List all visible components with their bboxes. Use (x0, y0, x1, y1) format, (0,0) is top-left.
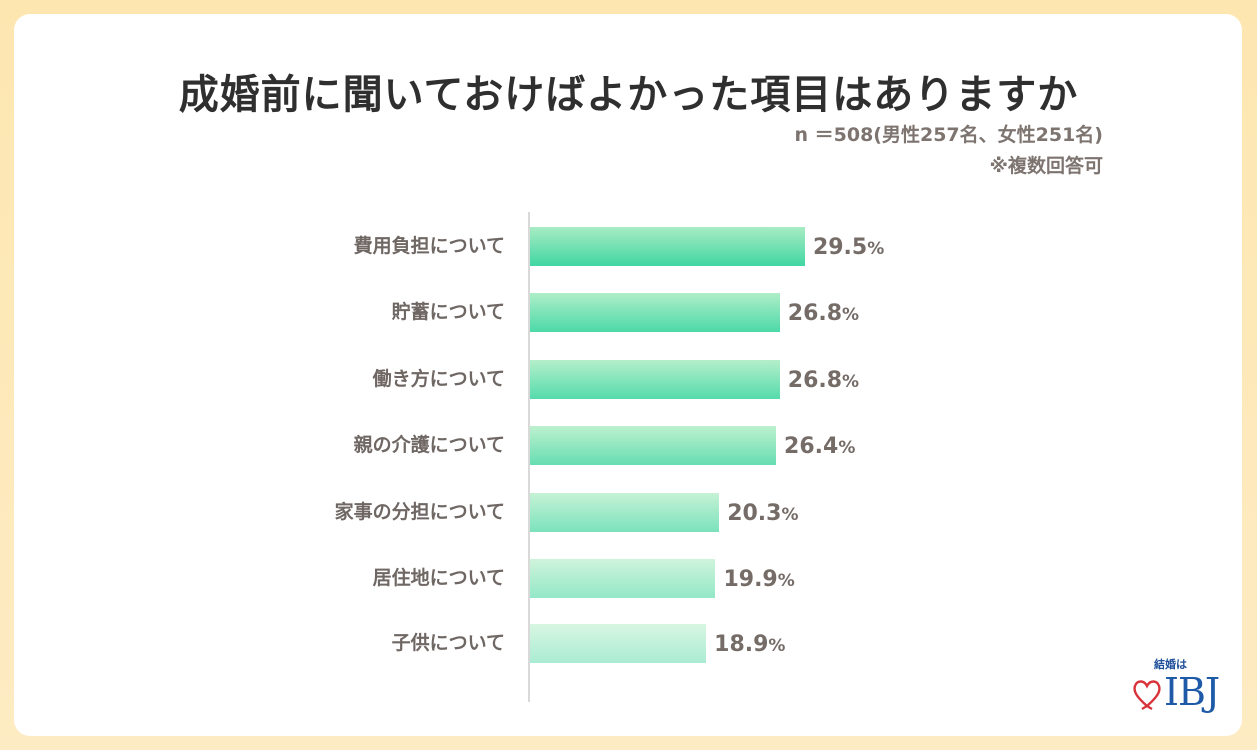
bar (530, 624, 707, 663)
value-unit: % (838, 438, 856, 458)
value-number: 18.9 (714, 632, 769, 657)
chart-title: 成婚前に聞いておけばよかった項目はありますか (178, 72, 1079, 118)
category-label: 子供について (391, 632, 505, 654)
category-label: 貯蓄について (391, 301, 505, 323)
category-label: 家事の分担について (334, 501, 505, 523)
category-label: 働き方について (372, 368, 505, 390)
value-unit: % (777, 571, 795, 591)
value-number: 19.9 (723, 567, 778, 592)
y-axis-line (528, 212, 530, 702)
bar (530, 227, 805, 266)
bar-row: 貯蓄について 26.8% (0, 293, 1257, 332)
bar-row: 子供について 18.9% (0, 624, 1257, 663)
value-number: 29.5 (812, 235, 868, 260)
bar-row: 親の介護について 26.4% (0, 426, 1257, 465)
logo-brand: IBJ (1164, 670, 1220, 714)
value-unit: % (867, 239, 885, 259)
bar-row: 働き方について 26.8% (0, 360, 1257, 399)
value-label: 26.8% (788, 293, 859, 332)
category-label: 親の介護について (353, 434, 505, 456)
category-label: 居住地について (372, 567, 505, 589)
multiple-answers-note: ※複数回答可 (989, 155, 1103, 177)
value-label: 29.5% (813, 227, 884, 266)
value-label: 26.4% (784, 426, 855, 465)
bar (530, 360, 780, 399)
value-number: 26.8 (787, 301, 843, 326)
value-number: 26.8 (787, 368, 843, 393)
bar (530, 293, 780, 332)
value-label: 26.8% (788, 360, 859, 399)
value-unit: % (842, 372, 860, 392)
ibj-logo: 結婚は IBJ (1130, 656, 1220, 720)
value-unit: % (842, 305, 860, 325)
sample-size-note: n ＝508(男性257名、女性251名) (794, 124, 1104, 146)
bar (530, 493, 720, 532)
bar (530, 559, 716, 598)
value-label: 18.9% (714, 624, 785, 663)
bar-row: 家事の分担について 20.3% (0, 493, 1257, 532)
category-label: 費用負担について (353, 235, 505, 257)
value-unit: % (768, 636, 786, 656)
heart-icon (1133, 680, 1161, 710)
value-label: 19.9% (723, 559, 794, 598)
value-number: 26.4 (784, 434, 839, 459)
bar-row: 居住地について 19.9% (0, 559, 1257, 598)
logo-tagline: 結婚は (1154, 658, 1187, 671)
bar-row: 費用負担について 29.5% (0, 227, 1257, 266)
value-number: 20.3 (727, 501, 782, 526)
bar (530, 426, 777, 465)
value-unit: % (781, 505, 799, 525)
value-label: 20.3% (727, 493, 798, 532)
